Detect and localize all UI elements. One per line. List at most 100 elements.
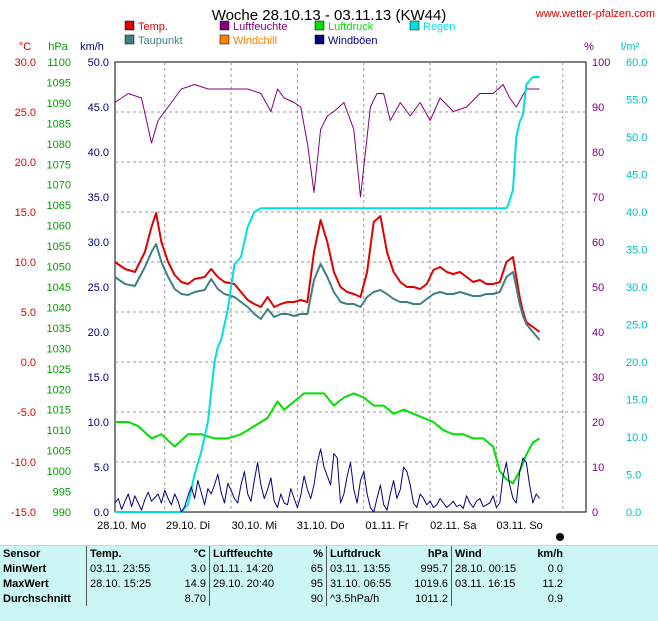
stats-header-row: Sensor Temp. °C Luftfeuchte % Luftdruck … <box>0 546 566 561</box>
weather-chart: Woche 28.10.13 - 03.11.13 (KW44) www.wet… <box>11 7 655 541</box>
tick-label-temp: 30.0 <box>15 57 36 69</box>
tick-label-wind: 10.0 <box>88 417 109 429</box>
pressure-value: 1011.2 <box>415 592 448 605</box>
row-label: MaxWert <box>3 577 49 590</box>
tick-label-pressure: 990 <box>53 507 71 519</box>
temp-value: 3.0 <box>190 562 206 575</box>
header-humidity-unit: % <box>313 547 323 560</box>
pressure-trend: ^3.5hPa/h <box>326 591 403 606</box>
legend-swatch <box>314 20 325 31</box>
legend-swatch <box>409 20 420 31</box>
legend: Temp. Luftfeuchte Luftdruck Regen Taupunkt Wi… <box>124 20 455 47</box>
tick-label-pressure: 1060 <box>47 221 71 233</box>
tick-label-humidity: 60 <box>592 237 604 249</box>
tick-label-pressure: 1020 <box>47 384 71 396</box>
legend-label: Temp. <box>138 21 168 33</box>
header-sensor: Sensor <box>3 547 41 560</box>
header-temp: Temp. <box>86 546 173 561</box>
tick-label-rain: 15.0 <box>626 395 647 407</box>
tick-label-pressure: 1045 <box>47 282 71 294</box>
tick-label-pressure: 1005 <box>47 446 71 458</box>
tick-label-rain: 5.0 <box>626 470 641 482</box>
tick-label-wind: 35.0 <box>88 192 109 204</box>
series-line-temp <box>114 212 541 333</box>
tick-label-humidity: 80 <box>592 147 604 159</box>
humidity-time: 01.11. 14:20 <box>209 561 302 576</box>
tick-label-temp: 0.0 <box>21 357 36 369</box>
tick-label-pressure: 1030 <box>47 343 71 355</box>
tick-label-temp: 25.0 <box>15 107 36 119</box>
axis-units: °C hPa km/h% l/m² <box>19 41 640 53</box>
tick-label-humidity: 0 <box>592 507 598 519</box>
tick-label-humidity: 20 <box>592 417 604 429</box>
tick-label-pressure: 1010 <box>47 425 71 437</box>
tick-label-wind: 30.0 <box>88 237 109 249</box>
tick-label-temp: 5.0 <box>21 307 36 319</box>
tick-label-wind: 50.0 <box>88 57 109 69</box>
tick-label-rain: 0.0 <box>626 507 641 519</box>
stats-row-avg: Durchschnitt 8.70 90 ^3.5hPa/h 1011.2 0.… <box>0 591 566 606</box>
tick-label-rain: 45.0 <box>626 170 647 182</box>
tick-label-temp: 20.0 <box>15 157 36 169</box>
tick-label-rain: 35.0 <box>626 245 647 257</box>
tick-label-humidity: 70 <box>592 192 604 204</box>
wind-value: 0.9 <box>547 592 563 605</box>
wind-time: 03.11. 16:15 <box>451 576 524 591</box>
row-label: MinWert <box>3 562 47 575</box>
series-line-luftdruck <box>115 392 541 485</box>
legend-swatch <box>219 20 230 31</box>
wind-time: 28.10. 00:15 <box>451 561 524 576</box>
tick-label-pressure: 1040 <box>47 302 71 314</box>
humidity-time <box>209 591 302 606</box>
stats-row-max: MaxWert 28.10. 15:25 14.9 29.10. 20:40 9… <box>0 576 566 591</box>
x-label: 31.10. Do <box>297 520 345 532</box>
tick-label-pressure: 1065 <box>47 200 71 212</box>
tick-label-pressure: 1090 <box>47 98 71 110</box>
header-pressure-unit: hPa <box>427 547 448 560</box>
tick-label-pressure: 1050 <box>47 262 71 274</box>
tick-label-wind: 15.0 <box>88 372 109 384</box>
tick-label-pressure: 1000 <box>47 466 71 478</box>
tick-label-rain: 55.0 <box>626 95 647 107</box>
axis-unit-pressure: hPa <box>48 41 68 53</box>
tick-label-temp: 10.0 <box>15 257 36 269</box>
legend-label: Luftfeuchte <box>233 21 287 33</box>
tick-label-pressure: 1015 <box>47 405 71 417</box>
chart-title: Woche 28.10.13 - 03.11.13 (KW44) <box>212 7 447 24</box>
tick-label-humidity: 30 <box>592 372 604 384</box>
x-label: 28.10. Mo <box>97 520 146 532</box>
axis-unit-wind: km/h <box>80 41 104 53</box>
legend-swatch <box>314 34 325 45</box>
tick-label-rain: 20.0 <box>626 357 647 369</box>
axis-unit-rain: l/m² <box>621 41 640 53</box>
humidity-value: 65 <box>310 562 323 575</box>
pressure-value: 995.7 <box>420 562 448 575</box>
tick-label-pressure: 995 <box>53 487 71 499</box>
tick-label-rain: 40.0 <box>626 207 647 219</box>
tick-label-pressure: 1025 <box>47 364 71 376</box>
temp-value: 8.70 <box>184 592 206 605</box>
legend-label: Regen <box>423 21 455 33</box>
tick-label-wind: 40.0 <box>88 147 109 159</box>
tick-label-rain: 10.0 <box>626 432 647 444</box>
legend-swatch <box>219 34 230 45</box>
site-link[interactable]: www.wetter-pfalzen.com <box>535 8 655 20</box>
legend-label: Windchill <box>233 35 277 47</box>
tick-label-rain: 25.0 <box>626 320 647 332</box>
pressure-time: 31.10. 06:55 <box>326 576 403 591</box>
pressure-value: 1019.6 <box>414 577 448 590</box>
tick-label-rain: 60.0 <box>626 57 647 69</box>
x-label: 01.11. Fr <box>365 520 409 532</box>
legend-label: Windböen <box>328 35 378 47</box>
pressure-time: 03.11. 13:55 <box>326 561 403 576</box>
series-line-regen <box>115 76 540 513</box>
x-axis-labels: 28.10. Mo 29.10. Di 30.10. Mi 31.10. Do 01.1… <box>97 520 543 532</box>
series-line-luftfeuchte <box>114 84 540 198</box>
legend-label: Luftdruck <box>328 21 374 33</box>
temp-time: 03.11. 23:55 <box>86 561 173 576</box>
wind-time <box>451 591 524 606</box>
legend-swatch <box>124 20 135 31</box>
tick-label-wind: 25.0 <box>88 282 109 294</box>
tick-label-temp: 15.0 <box>15 207 36 219</box>
series-line-windben <box>114 448 540 513</box>
